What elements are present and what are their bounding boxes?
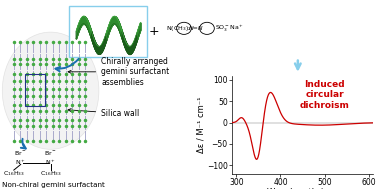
FancyArrowPatch shape: [55, 59, 79, 71]
Ellipse shape: [2, 32, 99, 149]
Text: Chirally arranged
gemini surfactant
assemblies: Chirally arranged gemini surfactant asse…: [68, 57, 169, 87]
Text: +: +: [149, 25, 159, 38]
Text: Br$^-$: Br$^-$: [44, 149, 57, 157]
Text: $\mathsf{N(CH_3)_2}$: $\mathsf{N(CH_3)_2}$: [166, 24, 192, 33]
Text: Induced
circular
dichroism: Induced circular dichroism: [300, 80, 349, 110]
Text: N=N: N=N: [188, 26, 203, 31]
X-axis label: Wavelength / nm: Wavelength / nm: [267, 188, 339, 189]
Text: $\mathsf{SO_3^-Na^+}$: $\mathsf{SO_3^-Na^+}$: [215, 23, 244, 34]
Text: Br$^-$: Br$^-$: [14, 149, 27, 157]
Text: Non-chiral gemini surfactant: Non-chiral gemini surfactant: [2, 182, 105, 188]
Text: C$_{16}$H$_{33}$: C$_{16}$H$_{33}$: [3, 169, 25, 178]
Y-axis label: Δε / M⁻¹ cm⁻¹: Δε / M⁻¹ cm⁻¹: [196, 97, 205, 153]
Text: Silica wall: Silica wall: [68, 108, 139, 118]
Text: N$^+$: N$^+$: [45, 158, 56, 167]
FancyArrowPatch shape: [21, 139, 26, 149]
Bar: [25, 74, 45, 106]
FancyBboxPatch shape: [69, 6, 147, 57]
Text: C$_{16}$H$_{33}$: C$_{16}$H$_{33}$: [40, 169, 61, 178]
Text: N$^+$: N$^+$: [15, 158, 26, 167]
